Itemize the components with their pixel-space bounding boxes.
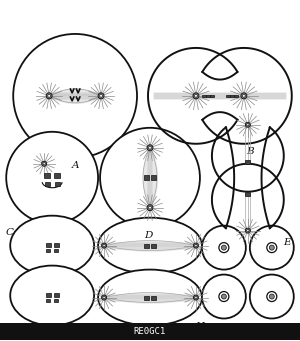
Circle shape	[269, 245, 274, 250]
Circle shape	[196, 48, 292, 144]
Bar	[152, 175, 157, 180]
Text: A: A	[71, 161, 79, 170]
Bar	[54, 293, 58, 297]
Circle shape	[102, 295, 106, 300]
Ellipse shape	[98, 270, 202, 326]
Bar	[44, 173, 50, 178]
Bar	[206, 94, 210, 97]
Bar	[54, 299, 58, 302]
Ellipse shape	[10, 216, 94, 276]
Circle shape	[241, 93, 247, 99]
Circle shape	[147, 145, 153, 151]
Circle shape	[42, 161, 47, 166]
Circle shape	[147, 205, 153, 211]
Bar	[54, 173, 60, 178]
Bar	[46, 243, 51, 247]
Circle shape	[269, 294, 274, 299]
Circle shape	[194, 243, 198, 248]
Circle shape	[221, 294, 226, 299]
Circle shape	[149, 146, 151, 149]
Bar	[143, 243, 148, 248]
Circle shape	[221, 245, 226, 250]
Circle shape	[245, 228, 250, 233]
Bar	[143, 175, 148, 180]
Bar	[143, 296, 148, 299]
Circle shape	[212, 120, 284, 192]
Circle shape	[46, 93, 52, 99]
Circle shape	[202, 226, 246, 270]
Circle shape	[250, 275, 294, 318]
Circle shape	[100, 94, 102, 97]
Circle shape	[212, 164, 284, 236]
Circle shape	[148, 48, 244, 144]
Circle shape	[193, 93, 199, 99]
Circle shape	[245, 122, 250, 127]
Bar	[55, 182, 60, 186]
Bar	[46, 249, 50, 252]
Ellipse shape	[10, 266, 94, 326]
Circle shape	[103, 296, 105, 299]
Text: RE0GC1: RE0GC1	[134, 327, 166, 337]
Circle shape	[100, 128, 200, 228]
Bar	[54, 249, 58, 252]
Text: H: H	[195, 323, 204, 331]
Bar	[245, 160, 250, 164]
Circle shape	[202, 275, 246, 318]
Bar	[46, 293, 51, 297]
Circle shape	[194, 295, 198, 300]
Bar	[213, 157, 283, 199]
Bar	[54, 243, 58, 247]
Text: C: C	[5, 228, 13, 237]
Text: G: G	[98, 329, 106, 339]
Circle shape	[13, 34, 137, 158]
Circle shape	[98, 93, 104, 99]
Circle shape	[149, 206, 151, 209]
Bar	[46, 299, 50, 302]
Bar	[202, 94, 206, 97]
Text: D: D	[144, 231, 152, 240]
Circle shape	[6, 132, 98, 224]
Bar	[245, 192, 250, 196]
Text: E: E	[283, 238, 291, 247]
Circle shape	[250, 226, 294, 270]
Bar	[226, 94, 230, 97]
Bar	[234, 94, 238, 97]
Circle shape	[247, 124, 249, 126]
Bar	[230, 94, 234, 97]
Bar	[152, 296, 157, 299]
Bar	[152, 243, 157, 248]
Bar	[0, 324, 300, 340]
Circle shape	[247, 229, 249, 232]
Text: B: B	[246, 147, 254, 156]
Circle shape	[242, 94, 245, 97]
Circle shape	[43, 163, 45, 165]
Circle shape	[195, 296, 197, 299]
Circle shape	[195, 244, 197, 247]
Circle shape	[102, 243, 106, 248]
Text: F: F	[12, 329, 19, 339]
Bar	[45, 182, 50, 186]
Ellipse shape	[98, 218, 202, 273]
Circle shape	[103, 244, 105, 247]
Circle shape	[48, 94, 50, 97]
Bar	[210, 94, 214, 97]
Bar	[198, 49, 242, 143]
Circle shape	[195, 94, 197, 97]
